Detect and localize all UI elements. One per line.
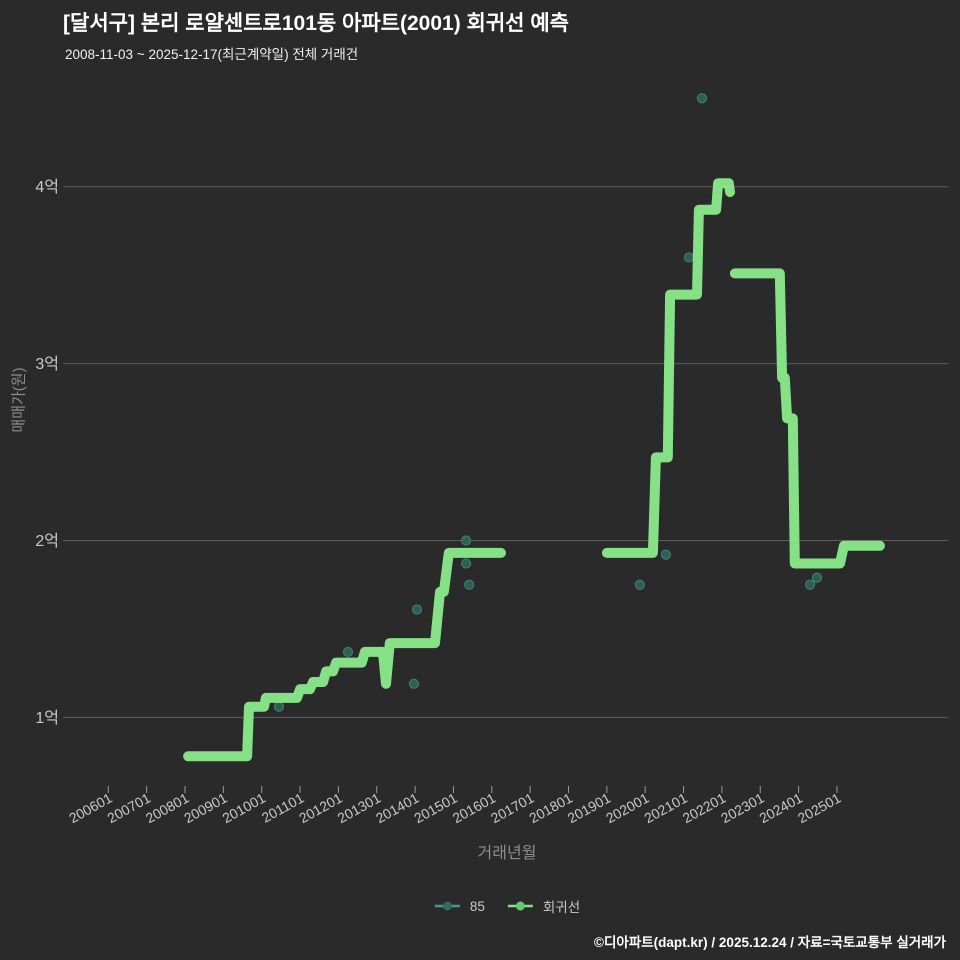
scatter-point [696, 93, 708, 104]
x-tick-label: 201401 [373, 790, 422, 827]
x-tick-label: 202501 [795, 790, 844, 827]
x-tick-labels: 2006012007012008012009012010012011012012… [66, 790, 843, 827]
legend-item-85[interactable]: 85 [434, 899, 485, 914]
y-axis-title: 매매가(원) [10, 367, 28, 433]
x-tick-label: 200701 [104, 790, 153, 827]
scatter-point [660, 549, 672, 560]
y-tick-label: 3억 [35, 355, 59, 373]
regression-line-segment [601, 178, 735, 558]
scatter-point [461, 535, 472, 546]
x-tick-label: 200901 [181, 790, 230, 827]
x-tick-label: 202001 [603, 790, 652, 827]
x-tick-label: 201101 [259, 790, 307, 826]
regression-line-segment [729, 268, 885, 569]
line-series-marker-icon [507, 901, 533, 911]
scatter-point [461, 558, 472, 569]
scatter-point [805, 579, 816, 590]
legend-label-regression: 회귀선 [542, 900, 581, 915]
scatter-point [634, 579, 645, 590]
x-tick-label: 202101 [641, 790, 690, 827]
page-subtitle: 2008-11-03 ~ 2025-12-17(최근계약일) 전체 거래건 [65, 47, 359, 62]
regression-line-segment [183, 547, 506, 762]
page-title: [달서구] 본리 로얄센트로101동 아파트(2001) 회귀선 예측 [63, 12, 569, 35]
scatter-point [411, 604, 423, 615]
x-tick-label: 201801 [526, 790, 575, 827]
x-tick-label: 201501 [411, 790, 460, 827]
x-tick-label: 201201 [296, 790, 345, 827]
scatter-point [464, 579, 475, 590]
scatter-point [342, 646, 354, 658]
scatter-point [811, 572, 823, 583]
x-tick-label: 201001 [220, 790, 269, 827]
regression-line [183, 178, 885, 762]
x-ticks [107, 786, 838, 793]
y-tick-label: 2억 [35, 532, 59, 550]
x-tick-label: 200601 [66, 790, 115, 827]
x-axis-title: 거래년월 [477, 845, 537, 862]
x-tick-label: 202401 [756, 790, 805, 827]
x-tick-label: 200801 [143, 790, 192, 827]
legend-label-85: 85 [469, 898, 485, 914]
grid-lines [63, 186, 948, 718]
scatter-point [683, 252, 695, 263]
scatter-series-marker-icon [434, 901, 460, 911]
x-tick-label: 201701 [488, 790, 537, 827]
x-tick-label: 201301 [335, 790, 384, 827]
legend-item-regression[interactable]: 회귀선 [507, 896, 580, 916]
x-tick-label: 202301 [718, 790, 767, 827]
scatter-series-85 [273, 93, 823, 712]
footer-credit: ©디아파트(dapt.kr) / 2025.12.24 / 자료=국토교통부 실… [594, 935, 946, 950]
y-tick-label: 4억 [35, 178, 59, 196]
x-tick-label: 202201 [680, 790, 729, 827]
y-tick-label: 1억 [35, 709, 59, 727]
legend-dot-green [515, 901, 525, 911]
x-tick-label: 201901 [565, 790, 614, 827]
x-tick-label: 201601 [450, 790, 499, 827]
legend-dot-teal [442, 901, 452, 911]
scatter-point [273, 701, 285, 712]
y-tick-labels: 1억 2억 3억 4억 [35, 178, 59, 727]
legend: 85 회귀선 [434, 896, 580, 916]
scatter-point [408, 678, 420, 689]
